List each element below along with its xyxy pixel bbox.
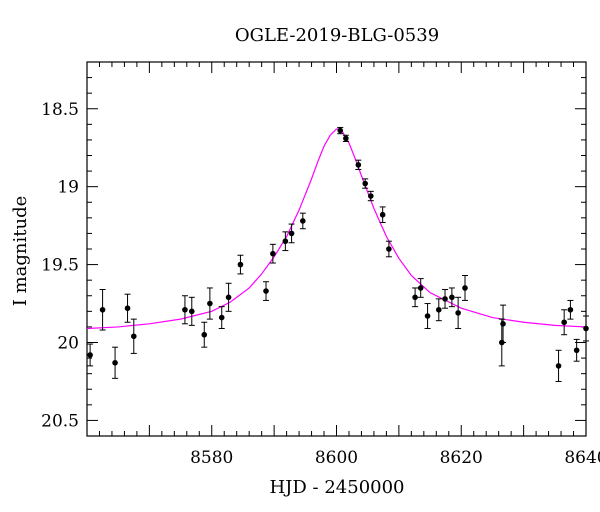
data-point	[237, 254, 244, 275]
point-marker	[270, 250, 276, 257]
point-marker	[99, 306, 106, 313]
point-marker	[237, 261, 244, 268]
data-point	[112, 346, 119, 379]
point-marker	[442, 296, 448, 302]
data-point	[367, 190, 374, 202]
point-marker	[368, 193, 374, 199]
data-point	[500, 304, 507, 343]
data-point	[206, 287, 213, 320]
y-tick-label: 19	[57, 178, 79, 198]
point-marker	[288, 230, 295, 237]
y-tick-label: 20	[57, 334, 79, 354]
plot-frame	[86, 61, 587, 437]
point-marker	[124, 305, 131, 312]
point-marker	[300, 218, 306, 224]
data-point	[282, 231, 289, 252]
data-point	[218, 306, 225, 329]
axis-ticks	[86, 61, 587, 437]
data-point	[201, 321, 208, 348]
data-point	[583, 315, 589, 342]
data-point	[342, 134, 349, 142]
data-point	[555, 349, 562, 382]
point-marker	[573, 347, 580, 354]
chart-title: OGLE-2019-BLG-0539	[235, 25, 439, 46]
data-point	[567, 299, 574, 320]
data-point	[412, 287, 419, 308]
point-marker	[567, 306, 574, 313]
data-point	[225, 282, 232, 312]
model-curve	[86, 128, 587, 330]
data-point	[417, 278, 424, 298]
data-point	[87, 343, 94, 367]
point-marker	[417, 285, 424, 291]
point-marker	[355, 162, 362, 168]
point-marker	[188, 308, 195, 315]
x-tick-label: 8620	[440, 448, 483, 468]
point-marker	[462, 285, 468, 291]
model-curve-layer	[86, 128, 587, 330]
data-point	[355, 159, 362, 171]
point-marker	[87, 352, 93, 358]
data-point	[561, 309, 568, 336]
data-point	[448, 287, 455, 308]
y-axis-label: I magnitude	[10, 196, 31, 307]
point-marker	[337, 127, 344, 134]
data-point	[288, 223, 295, 244]
point-marker	[449, 294, 455, 301]
data-point	[124, 293, 131, 323]
data-point	[379, 206, 386, 224]
data-point	[455, 296, 462, 329]
data-point	[130, 318, 137, 354]
data-point	[181, 295, 188, 325]
point-marker	[424, 313, 431, 319]
data-point	[299, 212, 306, 230]
data-point	[337, 126, 344, 135]
y-tick-label: 19.5	[41, 256, 79, 276]
x-tick-label: 8600	[315, 448, 358, 468]
point-marker	[500, 321, 506, 327]
data-point	[99, 289, 106, 331]
data-point	[263, 281, 270, 301]
point-marker	[207, 300, 213, 307]
point-marker	[555, 363, 562, 369]
point-marker	[282, 238, 289, 245]
data-point	[573, 338, 580, 362]
point-marker	[455, 310, 461, 316]
point-marker	[435, 306, 442, 313]
y-tick-label: 20.5	[41, 411, 79, 431]
point-marker	[561, 319, 567, 326]
data-point	[424, 303, 431, 329]
tick-labels: 8580 8600 8620 8640 18.5 19 19.5 20 20.5	[41, 100, 600, 468]
point-marker	[182, 306, 188, 313]
point-marker	[112, 359, 118, 366]
x-axis-label: HJD - 2450000	[269, 477, 404, 498]
data-point	[442, 289, 449, 309]
point-marker	[130, 333, 137, 340]
data-points-layer	[87, 126, 589, 382]
point-marker	[583, 325, 589, 332]
point-marker	[386, 246, 392, 252]
data-point	[269, 243, 276, 264]
point-marker	[225, 294, 232, 301]
data-point	[461, 274, 468, 301]
data-point	[188, 296, 195, 326]
data-point	[362, 178, 369, 189]
x-tick-label: 8580	[190, 448, 233, 468]
y-tick-label: 18.5	[41, 100, 79, 120]
point-marker	[218, 314, 225, 321]
point-marker	[343, 135, 349, 142]
data-point	[435, 298, 442, 322]
point-marker	[412, 294, 418, 301]
point-marker	[379, 211, 386, 218]
x-tick-label: 8640	[564, 448, 600, 468]
data-point	[385, 240, 392, 258]
point-marker	[362, 180, 368, 187]
point-marker	[263, 288, 269, 294]
point-marker	[201, 331, 208, 338]
